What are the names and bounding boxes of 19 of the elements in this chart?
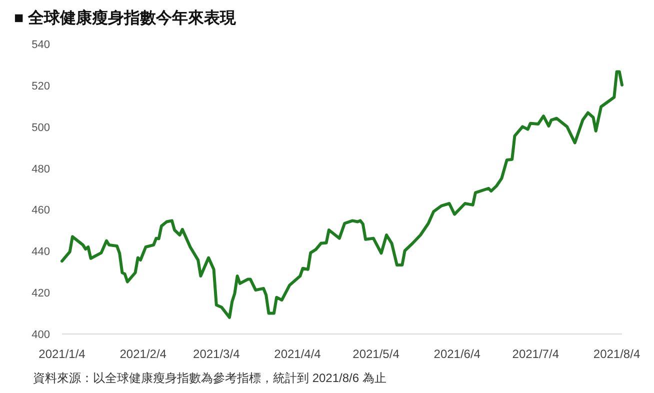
x-tick-label: 2021/5/4 bbox=[352, 347, 400, 361]
y-tick-label: 520 bbox=[32, 80, 50, 92]
x-tick-label: 2021/6/4 bbox=[434, 347, 481, 361]
line-series bbox=[60, 70, 624, 319]
y-tick-label: 420 bbox=[32, 288, 50, 300]
y-tick-label: 480 bbox=[32, 163, 50, 176]
x-tick-label: 2021/3/4 bbox=[193, 347, 240, 361]
y-tick-label: 440 bbox=[32, 246, 50, 258]
chart-title: ■ 全球健康瘦身指數今年來表現 bbox=[14, 9, 238, 27]
y-tick-label: 460 bbox=[32, 204, 50, 217]
x-tick-label: 2021/7/4 bbox=[512, 347, 560, 361]
source-note: 資料來源：以全球健康瘦身指數為參考指標，統計到 2021/8/6 為止 bbox=[33, 371, 386, 385]
y-tick-label: 540 bbox=[32, 39, 50, 51]
x-tick-label: 2021/4/4 bbox=[274, 347, 322, 361]
x-tick-label: 2021/1/4 bbox=[38, 347, 86, 361]
x-tick-label: 2021/2/4 bbox=[120, 347, 167, 361]
y-tick-label: 500 bbox=[32, 122, 50, 134]
x-tick-label: 2021/8/4 bbox=[593, 347, 640, 361]
y-tick-label: 400 bbox=[32, 329, 50, 341]
